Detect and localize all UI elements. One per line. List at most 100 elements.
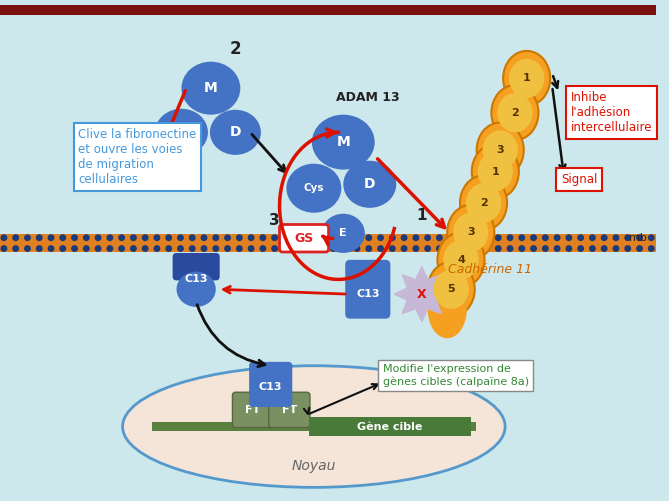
Circle shape — [518, 234, 525, 241]
Circle shape — [530, 234, 537, 241]
Circle shape — [389, 245, 396, 252]
Circle shape — [483, 245, 490, 252]
Circle shape — [47, 234, 54, 241]
Text: D: D — [229, 125, 241, 139]
Ellipse shape — [444, 240, 478, 280]
Circle shape — [189, 234, 195, 241]
Circle shape — [436, 234, 443, 241]
Circle shape — [624, 245, 631, 252]
Bar — [0, 234, 656, 253]
Circle shape — [554, 234, 561, 241]
Ellipse shape — [509, 59, 545, 98]
Circle shape — [330, 234, 337, 241]
Circle shape — [460, 245, 466, 252]
Circle shape — [295, 245, 302, 252]
Ellipse shape — [478, 152, 513, 191]
Circle shape — [342, 245, 349, 252]
Circle shape — [318, 234, 325, 241]
Circle shape — [106, 245, 113, 252]
Circle shape — [47, 245, 54, 252]
Circle shape — [177, 234, 184, 241]
Circle shape — [354, 234, 361, 241]
Ellipse shape — [472, 144, 519, 199]
Circle shape — [189, 245, 195, 252]
Text: 3: 3 — [496, 145, 504, 155]
Circle shape — [248, 245, 254, 252]
Circle shape — [471, 234, 478, 241]
Circle shape — [565, 234, 572, 241]
Text: 1: 1 — [417, 208, 427, 223]
Text: FT: FT — [246, 405, 261, 415]
Circle shape — [271, 245, 278, 252]
Circle shape — [60, 245, 66, 252]
Circle shape — [118, 234, 125, 241]
Circle shape — [165, 234, 172, 241]
Circle shape — [118, 245, 125, 252]
Circle shape — [83, 245, 90, 252]
Ellipse shape — [448, 205, 494, 260]
Text: mb: mb — [629, 233, 646, 243]
Ellipse shape — [453, 213, 488, 252]
Circle shape — [236, 234, 243, 241]
Ellipse shape — [434, 270, 469, 309]
Circle shape — [165, 245, 172, 252]
Circle shape — [236, 245, 243, 252]
Circle shape — [71, 245, 78, 252]
FancyBboxPatch shape — [345, 260, 391, 319]
Ellipse shape — [438, 232, 484, 287]
Text: 5: 5 — [448, 284, 455, 294]
FancyBboxPatch shape — [232, 392, 274, 427]
Circle shape — [306, 245, 313, 252]
Text: Clive la fibronectine
et ouvre les voies
de migration
cellulaires: Clive la fibronectine et ouvre les voies… — [78, 128, 197, 186]
Text: 1: 1 — [492, 166, 499, 176]
Text: M: M — [204, 81, 217, 95]
Circle shape — [377, 245, 384, 252]
Ellipse shape — [181, 62, 240, 115]
Ellipse shape — [286, 164, 341, 213]
Text: 1: 1 — [522, 73, 531, 83]
Circle shape — [389, 234, 396, 241]
Circle shape — [518, 245, 525, 252]
Circle shape — [589, 245, 596, 252]
Circle shape — [648, 245, 655, 252]
Text: C13: C13 — [356, 289, 379, 299]
Circle shape — [295, 234, 302, 241]
Ellipse shape — [427, 280, 467, 338]
Circle shape — [212, 234, 219, 241]
Circle shape — [1, 245, 7, 252]
Ellipse shape — [122, 366, 505, 487]
Circle shape — [354, 245, 361, 252]
Circle shape — [12, 245, 19, 252]
Circle shape — [342, 234, 349, 241]
Circle shape — [94, 245, 102, 252]
Circle shape — [153, 234, 161, 241]
Circle shape — [589, 234, 596, 241]
Circle shape — [601, 245, 607, 252]
Circle shape — [201, 234, 207, 241]
Circle shape — [83, 234, 90, 241]
Text: Cys: Cys — [171, 127, 192, 137]
Circle shape — [424, 245, 431, 252]
Circle shape — [436, 245, 443, 252]
Ellipse shape — [343, 161, 396, 208]
Text: 4: 4 — [457, 255, 465, 265]
Text: 2: 2 — [511, 108, 518, 118]
Circle shape — [624, 234, 631, 241]
Circle shape — [613, 234, 619, 241]
Circle shape — [271, 234, 278, 241]
Circle shape — [212, 245, 219, 252]
Circle shape — [636, 234, 643, 241]
Circle shape — [94, 234, 102, 241]
Polygon shape — [394, 267, 449, 322]
Circle shape — [318, 245, 325, 252]
Circle shape — [177, 245, 184, 252]
Circle shape — [648, 234, 655, 241]
Circle shape — [412, 245, 419, 252]
Bar — [309, 417, 471, 436]
Circle shape — [365, 245, 372, 252]
Circle shape — [577, 234, 584, 241]
Circle shape — [12, 234, 19, 241]
Circle shape — [260, 234, 266, 241]
Text: Signal: Signal — [561, 173, 597, 186]
Ellipse shape — [177, 272, 216, 307]
